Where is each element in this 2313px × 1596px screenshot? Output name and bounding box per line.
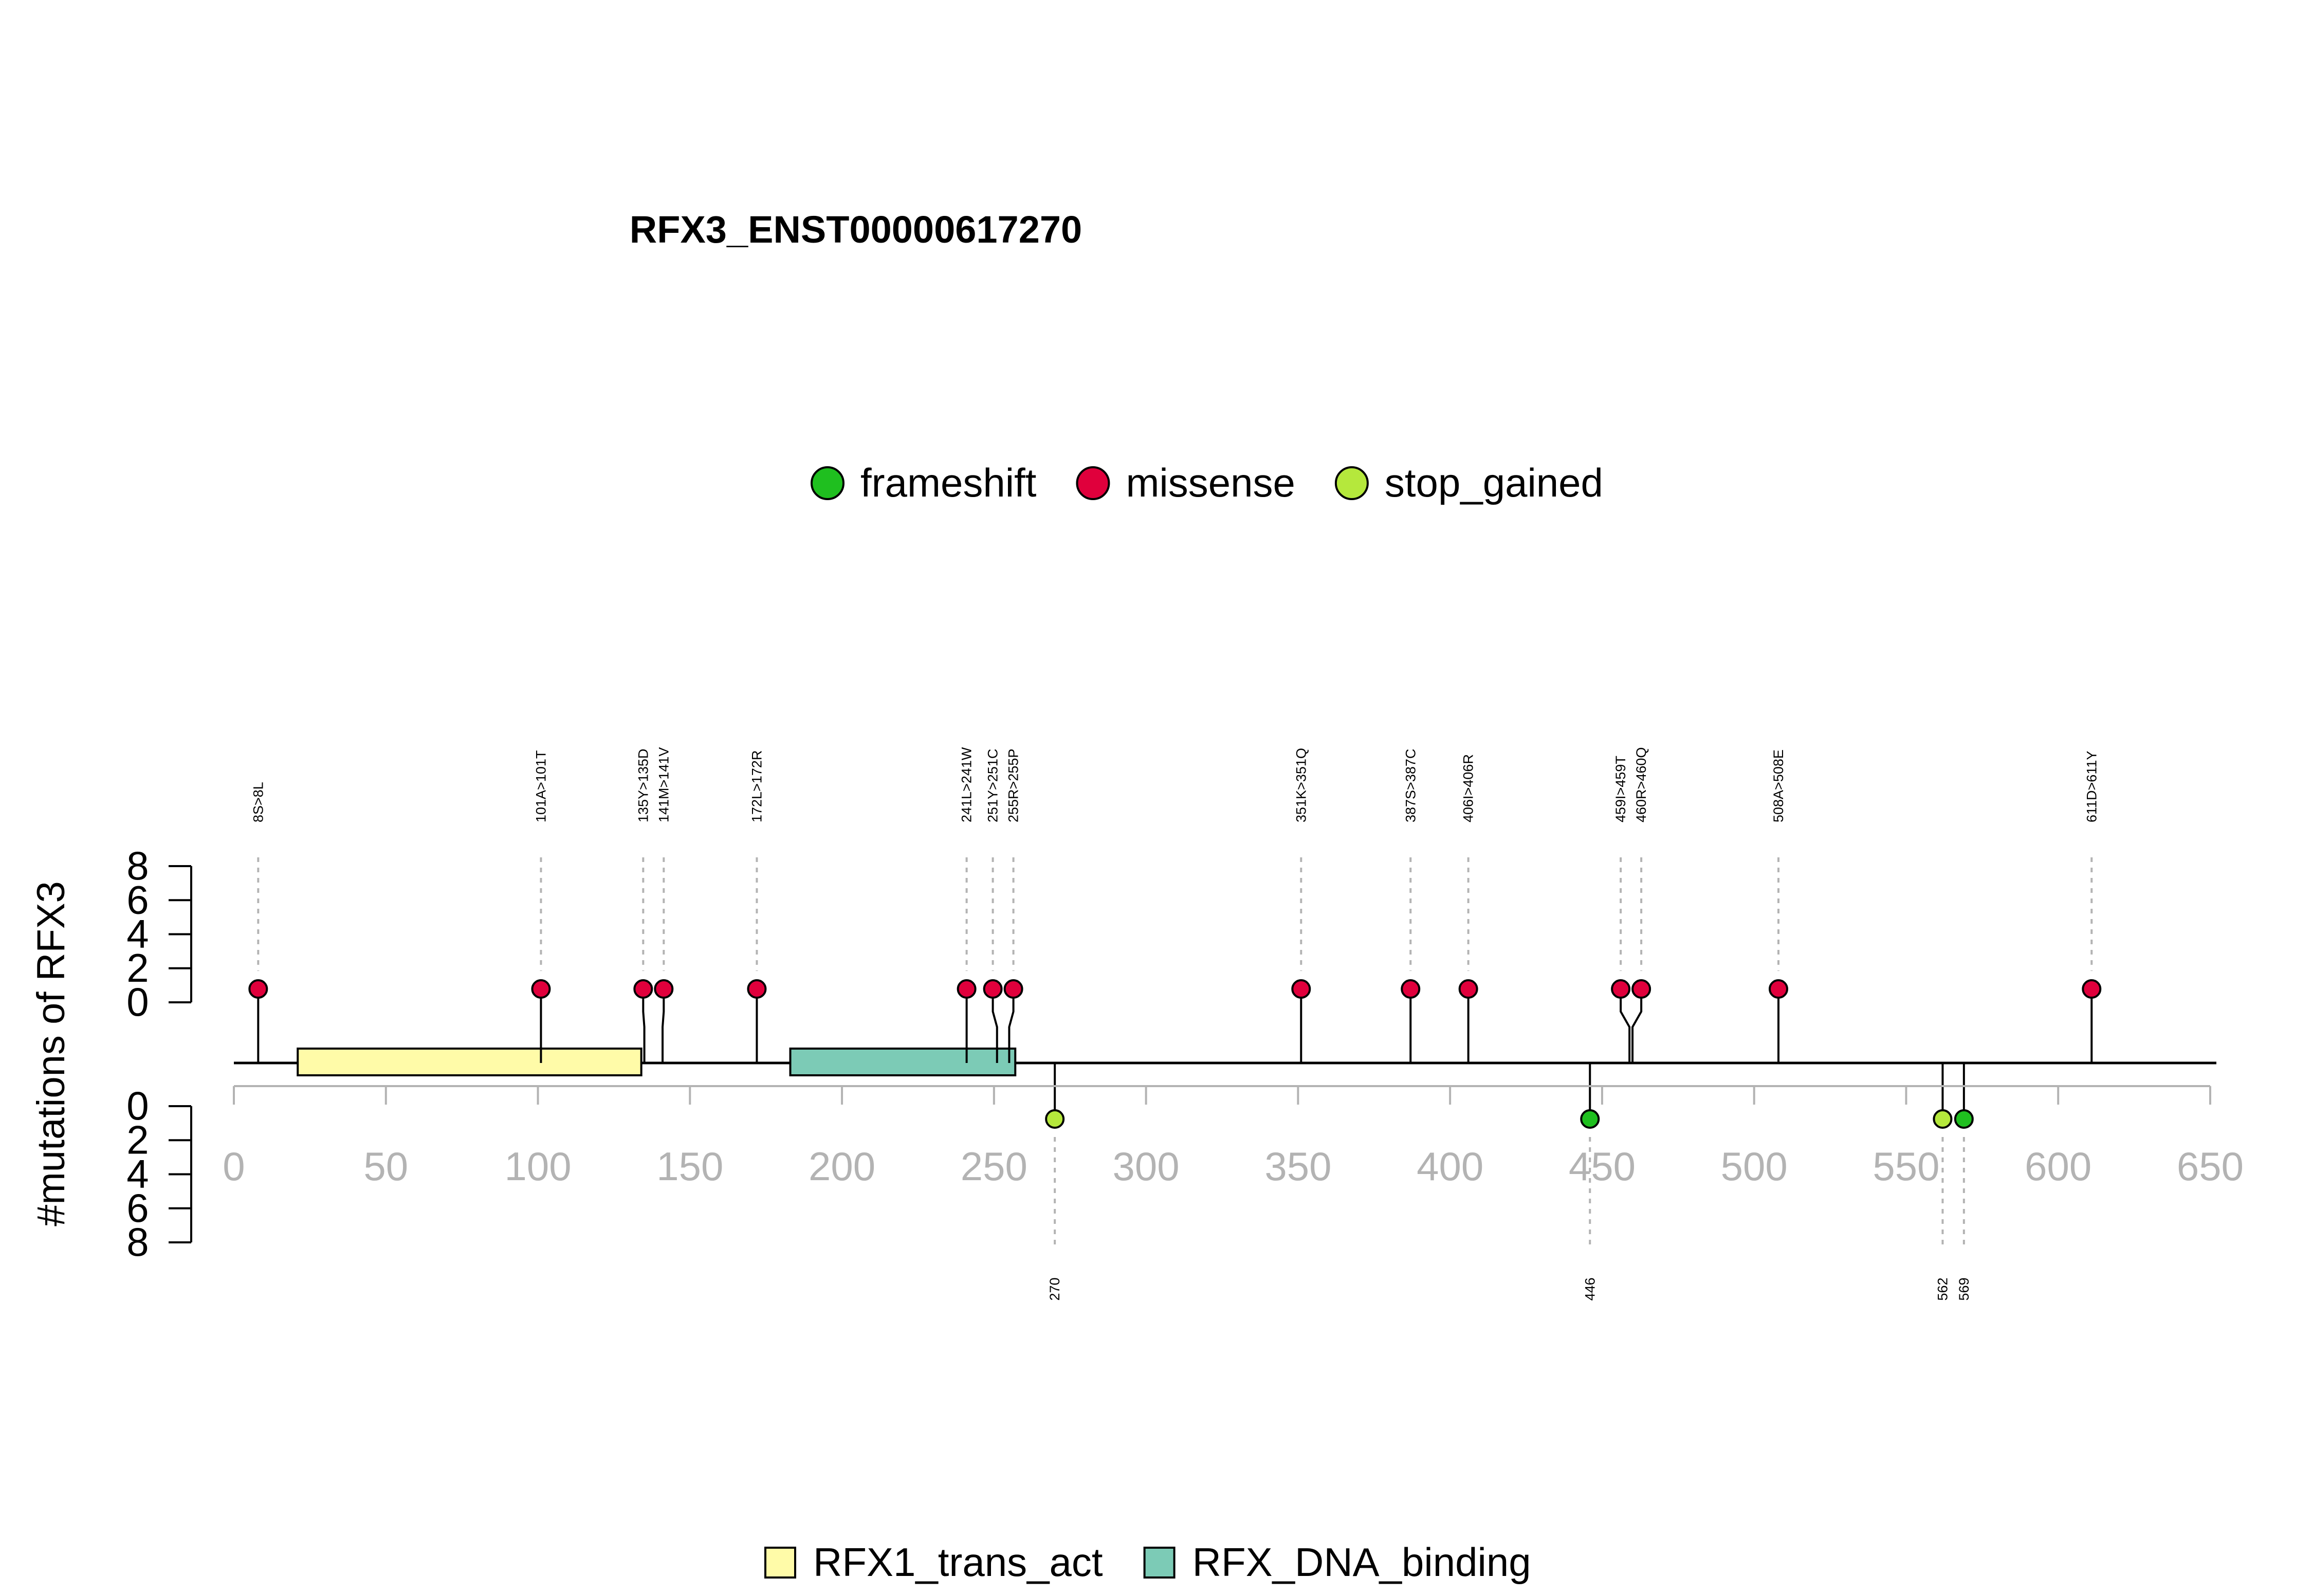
type-legend-swatch — [1334, 466, 1369, 500]
x-axis-tick-label: 150 — [656, 1144, 723, 1189]
mutation-label: 611D>611Y — [2084, 751, 2099, 822]
lollipop-head — [1580, 1109, 1600, 1129]
mutation-label: 460R>460Q — [1633, 747, 1649, 822]
lollipop-head — [633, 979, 653, 999]
domain-legend-swatch — [1143, 1547, 1176, 1579]
lollipop-stem — [1008, 989, 1015, 1063]
lollipop-head — [1291, 979, 1311, 999]
lollipop-head — [1769, 979, 1789, 999]
lollipop-head — [1045, 1109, 1065, 1129]
x-axis-tick-label: 600 — [2025, 1144, 2091, 1189]
mutation-label: 251Y>251C — [985, 749, 1001, 822]
lollipop-head — [1954, 1109, 1974, 1129]
x-axis-tick-label: 200 — [809, 1144, 875, 1189]
y-upper-tick-label: 6 — [126, 877, 149, 922]
lollipop-head — [2082, 979, 2102, 999]
x-axis-tick-label: 550 — [1873, 1144, 1939, 1189]
mutation-label: 562 — [1935, 1277, 1950, 1300]
x-axis-tick-label: 650 — [2177, 1144, 2244, 1189]
type-legend-swatch — [1076, 466, 1110, 500]
y-lower-tick-label: 2 — [126, 1117, 149, 1162]
mutation-label: 101A>101T — [533, 750, 548, 822]
x-axis-tick-label: 350 — [1264, 1144, 1331, 1189]
y-upper-tick-label: 4 — [126, 911, 149, 957]
mutation-label: 387S>387C — [1403, 749, 1418, 822]
x-axis-tick-label: 100 — [504, 1144, 571, 1189]
mutation-label: 459I>459T — [1613, 756, 1628, 822]
lollipop-head — [983, 979, 1003, 999]
lollipop-head — [747, 979, 767, 999]
domain-legend: RFX1_trans_act RFX_DNA_binding — [764, 1539, 1531, 1585]
domain-boxes — [297, 1048, 1017, 1076]
mutation-type-legend: frameshift missense stop_gained — [811, 460, 1603, 505]
type-legend-label: frameshift — [860, 460, 1037, 505]
lollipop-head — [654, 979, 674, 999]
y-lower-tick-label: 4 — [126, 1151, 149, 1197]
x-axis-tick-label: 50 — [363, 1144, 408, 1189]
mutation-label: 172L>172R — [749, 750, 764, 822]
lollipop-heads — [248, 979, 2102, 1129]
domain-legend-label: RFX1_trans_act — [813, 1539, 1103, 1585]
mutation-label: 141M>141V — [656, 747, 671, 822]
y-upper-tick-label: 0 — [126, 979, 149, 1024]
y-lower-tick-label: 8 — [126, 1219, 149, 1264]
y-lower-tick-label: 0 — [126, 1083, 149, 1128]
type-legend-label: stop_gained — [1385, 460, 1603, 505]
x-axis-tick-label: 0 — [223, 1144, 245, 1189]
lollipop-stem — [992, 989, 998, 1063]
domain-legend-swatch — [764, 1547, 796, 1579]
domain-box — [789, 1048, 1017, 1076]
x-axis-tick-label: 300 — [1113, 1144, 1180, 1189]
lollipop-head — [1631, 979, 1651, 999]
x-axis: 0 50 100 150 200 250 300 350 400 450 500 550 600 650 — [223, 1085, 2244, 1189]
type-legend-label: missense — [1126, 460, 1295, 505]
y-axis-title: #mutations of RFX3 — [29, 881, 73, 1226]
mutation-label: 135Y>135D — [635, 749, 651, 822]
x-axis-tick-label: 450 — [1569, 1144, 1636, 1189]
lollipop-head — [248, 979, 268, 999]
lollipop-head — [531, 979, 551, 999]
mutation-label: 406I>406R — [1461, 754, 1476, 822]
lollipop-head — [1458, 979, 1478, 999]
y-upper-tick-label: 2 — [126, 945, 149, 990]
lollipop-stems — [257, 989, 2093, 1119]
type-legend-swatch — [811, 466, 845, 500]
y-upper-tick-label: 8 — [126, 843, 149, 888]
lollipop-stem — [1620, 989, 1631, 1063]
x-axis-tick-label: 500 — [1721, 1144, 1788, 1189]
mutation-label: 508A>508E — [1771, 749, 1786, 822]
domain-box — [297, 1048, 642, 1076]
lollipop-head — [1003, 979, 1023, 999]
x-axis-tick-label: 400 — [1417, 1144, 1483, 1189]
mutation-label: 8S>8L — [250, 782, 266, 822]
mutation-label: 569 — [1956, 1277, 1972, 1300]
lollipop-head — [957, 979, 977, 999]
mutation-label: 241L>241W — [959, 747, 975, 822]
lollipop-stem — [642, 989, 646, 1063]
mutation-label: 255R>255P — [1006, 749, 1021, 822]
mutation-label: 270 — [1047, 1277, 1062, 1300]
chart-title: RFX3_ENST00000617270 — [630, 208, 1082, 251]
x-axis-tick-label: 250 — [961, 1144, 1027, 1189]
domain-legend-label: RFX_DNA_binding — [1192, 1539, 1531, 1585]
mutation-label: 351K>351Q — [1293, 748, 1309, 822]
mutation-labels: 8S>8L 101A>101T 135Y>135D 141M>141V 172L>172… — [250, 747, 2099, 1300]
lollipop-stem — [1631, 989, 1643, 1063]
guide-lines — [257, 857, 2093, 1250]
mutation-label: 446 — [1582, 1277, 1598, 1300]
lollipop-head — [1401, 979, 1421, 999]
lollipop-stem — [662, 989, 665, 1063]
lollipop-head — [1611, 979, 1631, 999]
lollipop-head — [1933, 1109, 1953, 1129]
y-lower-tick-label: 6 — [126, 1185, 149, 1231]
